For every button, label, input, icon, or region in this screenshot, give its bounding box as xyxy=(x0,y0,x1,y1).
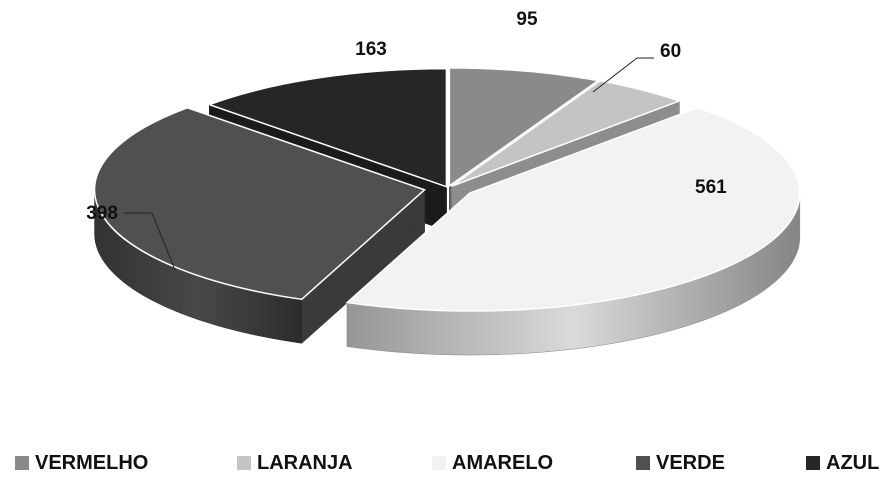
legend-swatch-vermelho xyxy=(15,456,29,470)
data-label-verde: 398 xyxy=(86,203,118,224)
legend-label-vermelho: VERMELHO xyxy=(35,451,149,474)
data-label-azul: 163 xyxy=(355,39,387,60)
leader-line-laranja xyxy=(592,57,654,93)
legend-item-vermelho: VERMELHO xyxy=(15,448,148,478)
leader-lines xyxy=(124,57,654,271)
pie-slice-azul xyxy=(207,67,448,188)
legend-label-laranja: LARANJA xyxy=(257,451,353,474)
data-labels: 95 60 561 398 163 xyxy=(86,9,727,224)
pie-chart: 95 60 561 398 163 xyxy=(86,9,801,356)
legend-label-azul: AZUL xyxy=(826,451,880,474)
pie-slice-amarelo xyxy=(345,106,801,312)
legend-item-amarelo: AMARELO xyxy=(432,448,553,478)
legend-item-laranja: LARANJA xyxy=(237,448,353,478)
legend-label-verde: VERDE xyxy=(656,451,725,474)
legend-label-amarelo: AMARELO xyxy=(452,451,554,474)
data-label-vermelho: 95 xyxy=(516,9,538,30)
data-label-amarelo: 561 xyxy=(695,177,727,198)
legend-item-azul: AZUL xyxy=(806,448,879,478)
pie-slice-vermelho xyxy=(448,67,600,188)
pie-slice-verde xyxy=(93,106,426,301)
pie-tops xyxy=(93,67,801,312)
legend-swatch-azul xyxy=(806,456,820,470)
data-label-laranja: 60 xyxy=(660,41,681,62)
legend-swatch-verde xyxy=(636,456,650,470)
leader-line-verde xyxy=(124,212,176,271)
legend-swatch-amarelo xyxy=(432,456,446,470)
legend-swatch-laranja xyxy=(237,456,251,470)
legend: VERMELHO LARANJA AMARELO VERDE AZUL xyxy=(0,448,891,478)
legend-item-verde: VERDE xyxy=(636,448,725,478)
pie-slice-laranja xyxy=(451,80,682,187)
